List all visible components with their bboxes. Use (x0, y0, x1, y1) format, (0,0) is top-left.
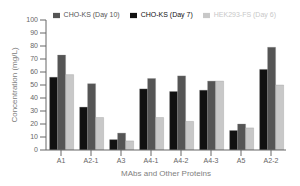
svg-text:A4-2: A4-2 (174, 157, 189, 164)
svg-text:20: 20 (30, 120, 38, 127)
html-text:HEK293-FS (Day 6): HEK293-FS (Day 6) (213, 11, 276, 18)
html-text:CHO-KS (Day 7): CHO-KS (Day 7) (140, 11, 193, 18)
svg-text:100: 100 (26, 16, 38, 23)
svg-text:50: 50 (30, 81, 38, 88)
svg-text:10: 10 (30, 133, 38, 140)
svg-text:40: 40 (30, 94, 38, 101)
svg-text:A2-1: A2-1 (84, 157, 99, 164)
svg-text:Concentration (mg/L): Concentration (mg/L) (10, 47, 19, 122)
svg-text:30: 30 (30, 107, 38, 114)
svg-text:A1: A1 (57, 157, 66, 164)
svg-text:60: 60 (30, 68, 38, 75)
svg-text:A4-3: A4-3 (204, 157, 219, 164)
svg-text:0: 0 (34, 146, 38, 153)
svg-text:A4-1: A4-1 (144, 157, 159, 164)
html-text:CHO-KS (Day 10): CHO-KS (Day 10) (63, 11, 120, 18)
svg-text:A5: A5 (237, 157, 246, 164)
svg-text:A3: A3 (117, 157, 126, 164)
svg-text:A2-2: A2-2 (264, 157, 279, 164)
svg-text:MAbs and Other Proteins: MAbs and Other Proteins (121, 169, 211, 178)
svg-text:70: 70 (30, 55, 38, 62)
svg-text:90: 90 (30, 29, 38, 36)
svg-text:80: 80 (30, 42, 38, 49)
